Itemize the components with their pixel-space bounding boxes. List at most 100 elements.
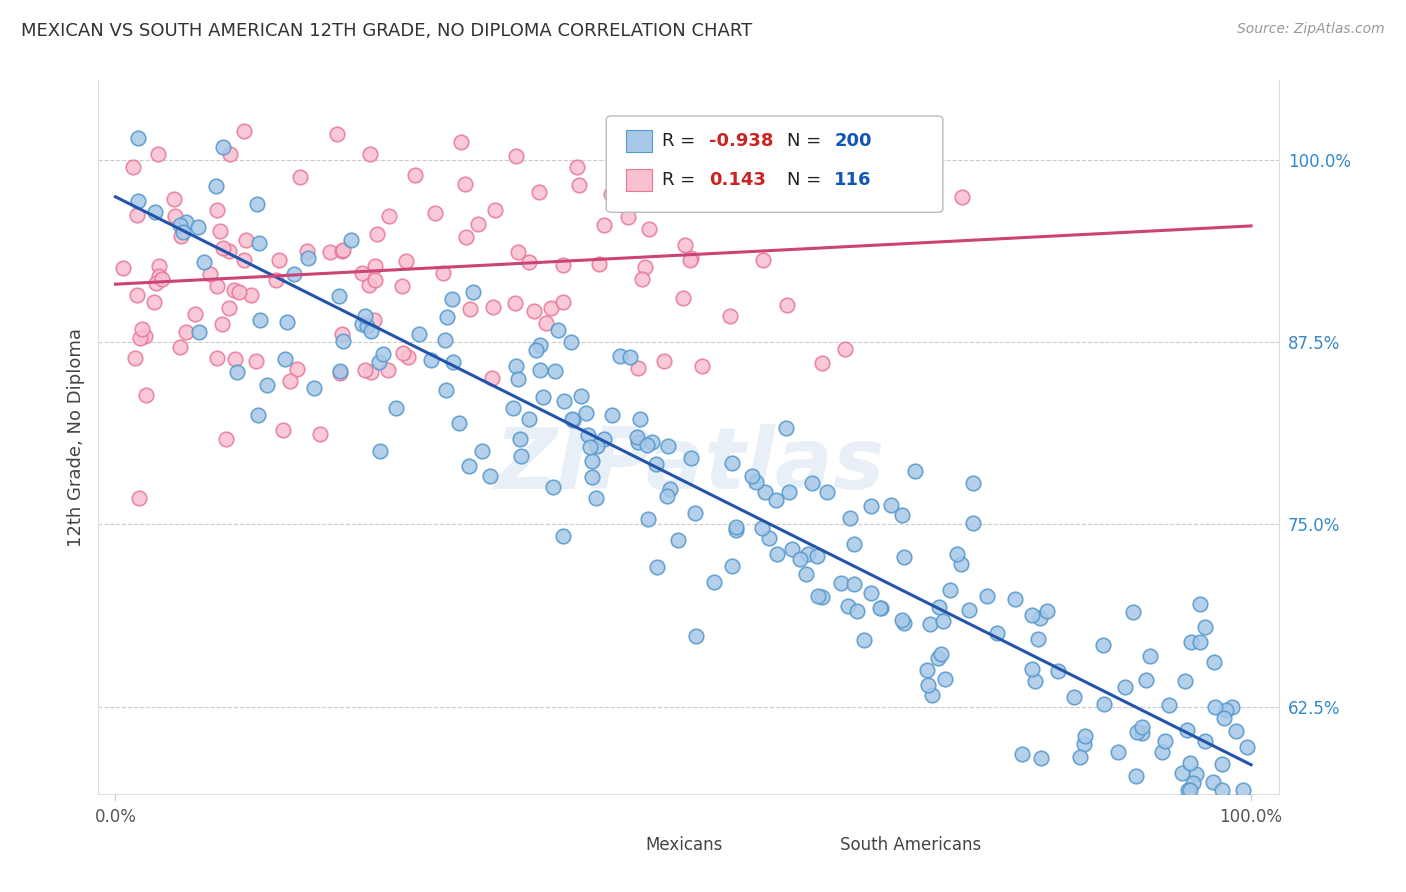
Point [531, 391, 554, 405]
Point [212, 140, 235, 154]
Point [658, 482, 681, 496]
Point [218, 244, 240, 258]
Point [1024, 673, 1046, 688]
Point [891, 614, 914, 628]
Point [626, 361, 648, 376]
Point [172, 225, 194, 239]
Point [1021, 608, 1043, 623]
Text: MEXICAN VS SOUTH AMERICAN 12TH GRADE, NO DIPLOMA CORRELATION CHART: MEXICAN VS SOUTH AMERICAN 12TH GRADE, NO… [21, 22, 752, 40]
Point [553, 393, 575, 408]
Text: R =: R = [662, 132, 700, 150]
Point [927, 651, 949, 665]
Point [581, 453, 603, 467]
Point [1153, 733, 1175, 747]
Point [454, 229, 477, 244]
Point [806, 549, 828, 564]
Point [1135, 673, 1157, 688]
Point [330, 327, 353, 342]
Point [540, 301, 562, 315]
Point [568, 178, 591, 192]
Point [844, 537, 866, 551]
Text: 0.143: 0.143 [709, 171, 766, 189]
Point [751, 253, 773, 268]
Point [775, 421, 797, 435]
Point [846, 604, 869, 618]
Point [631, 271, 654, 285]
Point [529, 337, 551, 351]
Point [169, 340, 191, 354]
Point [329, 364, 352, 378]
Point [551, 529, 574, 543]
Point [1178, 782, 1201, 797]
Point [198, 267, 221, 281]
Point [600, 186, 623, 201]
Point [1021, 662, 1043, 676]
Point [425, 205, 447, 219]
Point [1073, 737, 1095, 751]
Point [1220, 699, 1243, 714]
Point [235, 233, 257, 247]
Point [124, 351, 146, 365]
Point [163, 210, 186, 224]
Point [860, 499, 883, 513]
Point [765, 492, 787, 507]
Point [655, 489, 678, 503]
Point [523, 303, 546, 318]
Point [163, 192, 186, 206]
Point [561, 412, 583, 426]
Point [1204, 655, 1226, 669]
Point [609, 349, 631, 363]
Point [1092, 697, 1115, 711]
Point [934, 673, 956, 687]
Point [547, 323, 569, 337]
Point [672, 291, 695, 305]
Point [111, 260, 134, 275]
Point [249, 313, 271, 327]
Point [377, 363, 399, 377]
Point [510, 449, 533, 463]
Point [1181, 776, 1204, 790]
FancyBboxPatch shape [626, 169, 652, 191]
Point [505, 359, 527, 373]
Point [657, 439, 679, 453]
Point [869, 601, 891, 615]
Point [628, 412, 651, 426]
Point [544, 364, 567, 378]
Text: 116: 116 [834, 171, 872, 189]
Point [807, 589, 830, 603]
Point [1202, 775, 1225, 789]
Point [441, 355, 464, 369]
Point [673, 238, 696, 252]
Point [454, 178, 477, 192]
Point [245, 353, 267, 368]
Point [356, 318, 378, 333]
Point [1046, 664, 1069, 678]
Point [576, 427, 599, 442]
Point [932, 614, 955, 628]
Point [368, 444, 391, 458]
Point [711, 124, 734, 138]
Point [212, 241, 235, 255]
Point [148, 259, 170, 273]
Point [366, 227, 388, 242]
Point [368, 355, 391, 369]
Point [131, 321, 153, 335]
Point [332, 243, 354, 257]
Point [1211, 757, 1233, 772]
Point [193, 255, 215, 269]
Point [1204, 700, 1226, 714]
Point [128, 331, 150, 345]
Point [776, 298, 799, 312]
Point [986, 626, 1008, 640]
Point [482, 300, 505, 314]
Point [917, 678, 939, 692]
Point [928, 600, 950, 615]
Point [830, 576, 852, 591]
Point [319, 244, 342, 259]
Point [551, 258, 574, 272]
Point [208, 224, 231, 238]
Point [219, 146, 242, 161]
Point [340, 233, 363, 247]
Point [134, 329, 156, 343]
Point [359, 278, 381, 293]
